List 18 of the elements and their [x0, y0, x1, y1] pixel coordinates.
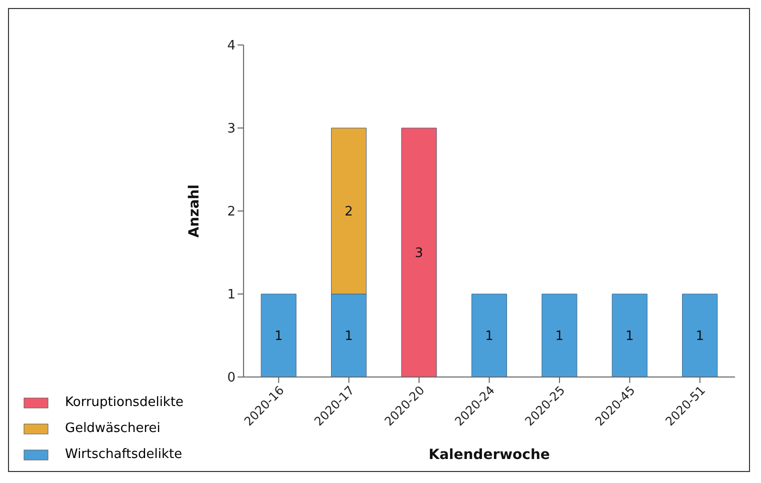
data-label: 1 — [555, 329, 564, 344]
data-label: 1 — [344, 329, 353, 344]
y-tick-label: 4 — [227, 38, 236, 54]
y-tick-label: 1 — [227, 288, 236, 303]
data-label: 1 — [696, 329, 704, 344]
x-axis-title: Kalenderwoche — [428, 447, 550, 463]
y-tick-label: 0 — [227, 370, 236, 386]
data-label: 2 — [344, 204, 353, 220]
data-label: 1 — [485, 329, 494, 344]
data-label: 3 — [414, 246, 424, 262]
legend-label: Korruptionsdelikte — [65, 394, 184, 410]
legend-label: Geldwäscherei — [65, 420, 160, 436]
data-label: 1 — [274, 329, 283, 344]
y-tick-label: 2 — [227, 204, 236, 220]
y-tick-label: 3 — [227, 122, 236, 137]
data-label: 1 — [626, 329, 634, 344]
legend-label: Wirtschaftsdelikte — [65, 446, 182, 462]
y-axis-title: Anzahl — [186, 184, 203, 238]
